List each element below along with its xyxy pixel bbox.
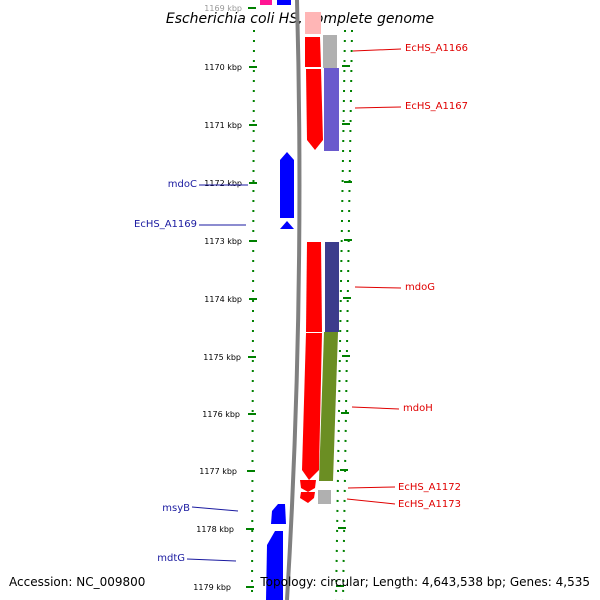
tick-1178 [246,528,254,530]
cog-EcHS_A1166 [323,35,337,68]
right-tick [342,355,350,357]
left-scale-line [251,29,255,600]
tick-1174 [249,298,257,300]
tick-label-1178: 1178 kbp [196,525,234,534]
tick-1177 [247,470,255,472]
tick-label-1176: 1176 kbp [202,410,240,419]
footer-summary: Topology: circular; Length: 4,643,538 bp… [259,575,590,589]
cog-mdoH [319,332,338,481]
tick-1179 [246,586,254,588]
tick-1170 [249,66,257,68]
leader-mdtG [186,558,237,562]
cog-EcHS_A1173 [318,490,331,504]
right-tick [343,297,351,299]
leader-msyB [191,506,239,512]
tick-label-1174: 1174 kbp [204,295,242,304]
gene-partial-top-pink-light[interactable] [305,12,321,34]
gene-label-EcHS_A1167[interactable]: EcHS_A1167 [405,101,468,112]
gene-label-mdoC[interactable]: mdoC [168,179,197,190]
genome-backbone [285,0,302,600]
gene-EcHS_A1167[interactable] [306,69,323,150]
gene-label-mdtG[interactable]: mdtG [157,553,185,564]
right-leaders [346,48,402,505]
gene-label-mdoG[interactable]: mdoG [405,282,435,293]
gene-mdtG[interactable] [266,531,283,600]
leader-EcHS_A1167 [354,106,402,109]
tick-label-1177: 1177 kbp [199,467,237,476]
gene-mdoH[interactable] [302,333,322,480]
gene-EcHS_A1169[interactable] [280,221,294,229]
right-tick [342,65,350,67]
footer-accession: Accession: NC_009800 [9,575,145,589]
right-tick [342,123,350,125]
right-tick [344,239,352,241]
tick-1171 [249,124,257,126]
gene-mdoG-part1[interactable] [306,242,322,332]
gene-label-mdoH[interactable]: mdoH [403,403,433,414]
map-title: Escherichia coli HS, complete genome [166,11,434,27]
leader-EcHS_A1166 [352,48,402,52]
gene-label-EcHS_A1172[interactable]: EcHS_A1172 [398,482,461,493]
gene-mdoC[interactable] [280,152,294,218]
cog-mdoG [325,242,339,332]
tick-label-1169: 1169 kbp [204,4,242,13]
tick-label-1172: 1172 kbp [204,179,242,188]
tick-1172 [249,182,257,184]
right-tick [336,585,344,587]
tick-1169 [248,7,256,9]
gene-partial-top-pink[interactable] [260,0,272,5]
tick-1176 [248,413,256,415]
leader-EcHS_A1172 [347,486,396,489]
right-scale-line-outer [342,29,353,600]
gene-label-EcHS_A1173[interactable]: EcHS_A1173 [398,499,461,510]
tick-label-1170: 1170 kbp [204,63,242,72]
gene-EcHS_A1166[interactable] [305,37,321,67]
gene-partial-top-blue[interactable] [277,0,291,5]
tick-label-1171: 1171 kbp [204,121,242,130]
right-tick [341,412,349,414]
right-tick [340,469,348,471]
tick-label-1179: 1179 kbp [193,583,231,592]
gene-msyB[interactable] [271,504,286,524]
gene-label-EcHS_A1166[interactable]: EcHS_A1166 [405,43,468,54]
gene-EcHS_A1172[interactable] [300,480,316,492]
gene-label-msyB[interactable]: msyB [162,503,190,514]
gene-label-EcHS_A1169[interactable]: EcHS_A1169 [134,219,197,230]
right-tick [344,181,352,183]
right-tick [338,527,346,529]
tick-marks [246,7,352,588]
leader-EcHS_A1173 [346,498,396,505]
tick-1175 [248,356,256,358]
leader-mdoG [354,286,402,289]
tick-label-1175: 1175 kbp [203,353,241,362]
tick-label-1173: 1173 kbp [204,237,242,246]
left-leaders [186,184,248,562]
tick-1173 [249,240,257,242]
cog-EcHS_A1167 [324,68,339,151]
tick-labels: 1169 kbp 1170 kbp 1171 kbp 1172 kbp 1173… [193,4,242,592]
leader-mdoH [351,406,400,410]
gene-EcHS_A1173[interactable] [300,492,315,503]
